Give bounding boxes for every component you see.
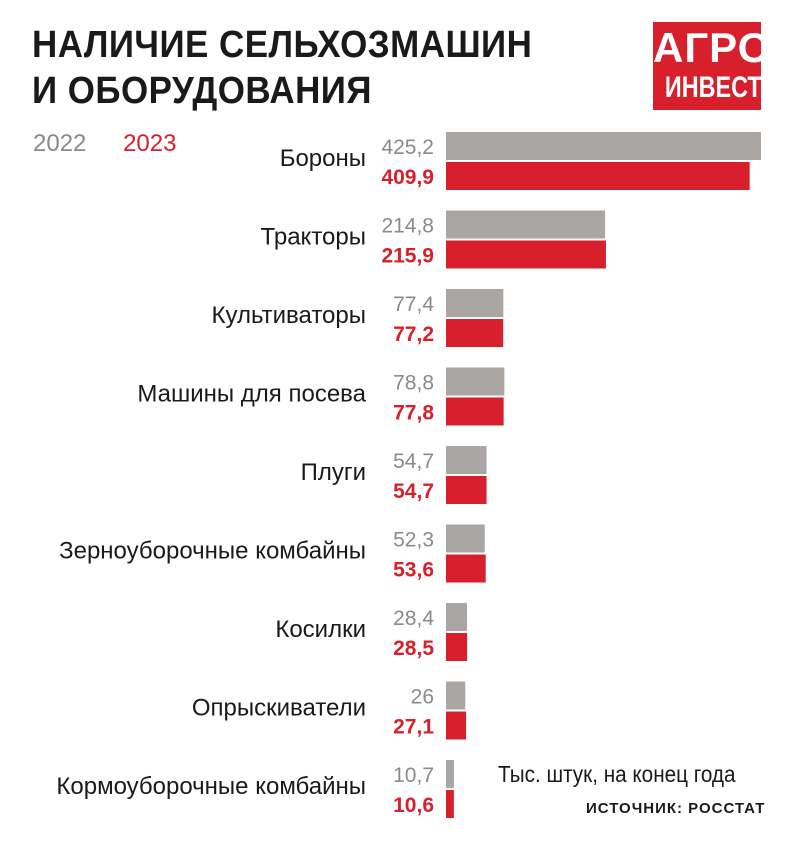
- chart-title-line2: И ОБОРУДОВАНИЯ: [32, 70, 372, 112]
- agroinvestor-logo: АГРО ИНВЕСТОР: [653, 22, 795, 110]
- chart-title-line1: НАЛИЧИЕ СЕЛЬХОЗМАШИН: [32, 24, 533, 66]
- bar-2023: [446, 162, 750, 190]
- value-label-2022: 214,8: [381, 215, 434, 238]
- value-label-2022: 28,4: [393, 607, 434, 630]
- category-label: Тракторы: [261, 224, 366, 251]
- value-label-2023: 409,9: [381, 166, 434, 189]
- category-label: Машины для посева: [137, 381, 366, 408]
- value-label-2022: 78,8: [393, 372, 434, 395]
- value-label-2023: 53,6: [393, 559, 434, 582]
- value-label-2022: 54,7: [393, 450, 434, 473]
- value-label-2022: 425,2: [381, 136, 434, 159]
- legend-2022: 2022: [33, 130, 87, 157]
- value-label-2023: 28,5: [393, 637, 434, 660]
- value-label-2023: 10,6: [393, 794, 434, 817]
- bar-2022: [446, 524, 485, 553]
- category-label: Опрыскиватели: [192, 695, 366, 722]
- legend-2023: 2023: [123, 130, 177, 157]
- value-label-2023: 54,7: [393, 480, 434, 503]
- value-label-2022: 77,4: [393, 293, 434, 316]
- bar-2022: [446, 210, 606, 239]
- category-label: Кормоуборочные комбайны: [56, 773, 366, 800]
- value-label-2022: 10,7: [393, 764, 434, 787]
- value-label-2023: 77,2: [393, 323, 434, 346]
- chart-legend: 2022 2023: [33, 130, 176, 158]
- value-label-2023: 77,8: [393, 402, 434, 425]
- category-label: Косилки: [275, 616, 366, 643]
- bar-2022: [446, 132, 761, 160]
- value-label-2022: 26: [411, 686, 434, 709]
- category-label: Зерноуборочные комбайны: [59, 538, 366, 565]
- value-label-2022: 52,3: [393, 529, 434, 552]
- bar-2022: [446, 289, 504, 317]
- value-label-2023: 215,9: [381, 245, 434, 268]
- category-label: Плуги: [301, 459, 366, 486]
- bar-2022: [446, 446, 487, 474]
- category-label: Бороны: [280, 145, 366, 172]
- bar-2023: [446, 476, 487, 504]
- bar-2023: [446, 633, 468, 661]
- source-note: ИСТОЧНИК: РОССТАТ: [586, 800, 766, 817]
- bar-2022: [446, 760, 454, 788]
- category-label: Культиваторы: [212, 302, 366, 329]
- bar-2022: [446, 603, 468, 631]
- bar-2022: [446, 367, 505, 396]
- bar-2022: [446, 681, 466, 710]
- bar-2023: [446, 790, 454, 818]
- units-note: Тыс. штук, на конец года: [498, 761, 736, 787]
- bar-2023: [446, 397, 504, 426]
- logo-line1: АГРО: [653, 24, 772, 71]
- chart-title: НАЛИЧИЕ СЕЛЬХОЗМАШИН И ОБОРУДОВАНИЯ: [32, 22, 532, 114]
- bar-2023: [446, 240, 606, 269]
- bar-2023: [446, 554, 486, 583]
- bar-2023: [446, 319, 504, 347]
- bar-2023: [446, 711, 467, 740]
- value-label-2023: 27,1: [393, 716, 434, 739]
